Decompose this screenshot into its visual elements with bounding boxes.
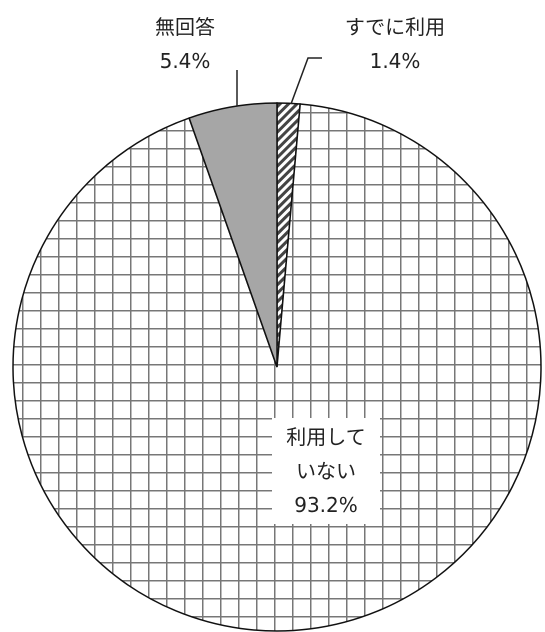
slice-label: 利用していない 93.2% [272,418,380,524]
leader-line [290,57,322,105]
category-label: 利用していない [286,425,366,483]
slice-label: 無回答 5.4% [135,10,235,78]
pie-slice [188,102,278,368]
category-label: 無回答 [155,15,215,39]
pie-slice [12,103,542,632]
slice-label: すでに利用 1.4% [330,10,460,78]
category-label: すでに利用 [344,15,446,39]
value-label: 5.4% [159,49,211,73]
value-label: 93.2% [294,493,358,517]
value-label: 1.4% [369,49,421,73]
